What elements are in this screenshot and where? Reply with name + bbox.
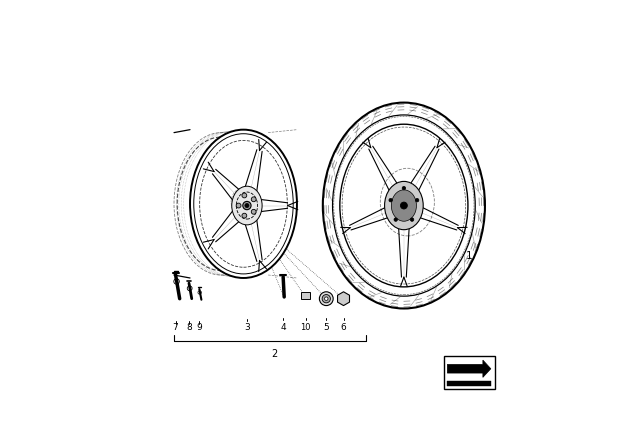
Text: 10: 10 <box>300 323 311 332</box>
Circle shape <box>322 294 330 303</box>
Text: 6: 6 <box>340 323 346 332</box>
Circle shape <box>252 197 256 202</box>
Text: 5: 5 <box>323 323 329 332</box>
Ellipse shape <box>391 190 417 221</box>
Text: 4: 4 <box>280 323 286 332</box>
Circle shape <box>242 193 247 198</box>
Text: 7: 7 <box>173 323 179 332</box>
Text: 2: 2 <box>271 349 278 359</box>
Polygon shape <box>447 360 491 377</box>
Circle shape <box>401 202 407 209</box>
Bar <box>301 293 310 299</box>
Circle shape <box>236 203 241 208</box>
Text: 00126497: 00126497 <box>450 377 489 386</box>
Circle shape <box>245 203 249 207</box>
Circle shape <box>252 209 256 214</box>
Circle shape <box>402 186 406 190</box>
Text: 3: 3 <box>244 323 250 332</box>
Bar <box>444 356 495 389</box>
Text: 8: 8 <box>186 323 192 332</box>
Circle shape <box>389 198 392 202</box>
Circle shape <box>243 202 251 210</box>
Circle shape <box>340 295 347 302</box>
Circle shape <box>242 213 247 218</box>
Ellipse shape <box>232 186 262 225</box>
Text: 1: 1 <box>465 250 472 261</box>
Circle shape <box>394 218 397 221</box>
Circle shape <box>319 292 333 306</box>
Circle shape <box>415 198 419 202</box>
Ellipse shape <box>190 129 297 278</box>
Ellipse shape <box>385 181 423 230</box>
Circle shape <box>410 218 414 221</box>
Ellipse shape <box>323 103 485 309</box>
Bar <box>447 381 491 386</box>
Circle shape <box>324 297 328 301</box>
Text: 9: 9 <box>196 323 202 332</box>
Polygon shape <box>337 292 349 306</box>
